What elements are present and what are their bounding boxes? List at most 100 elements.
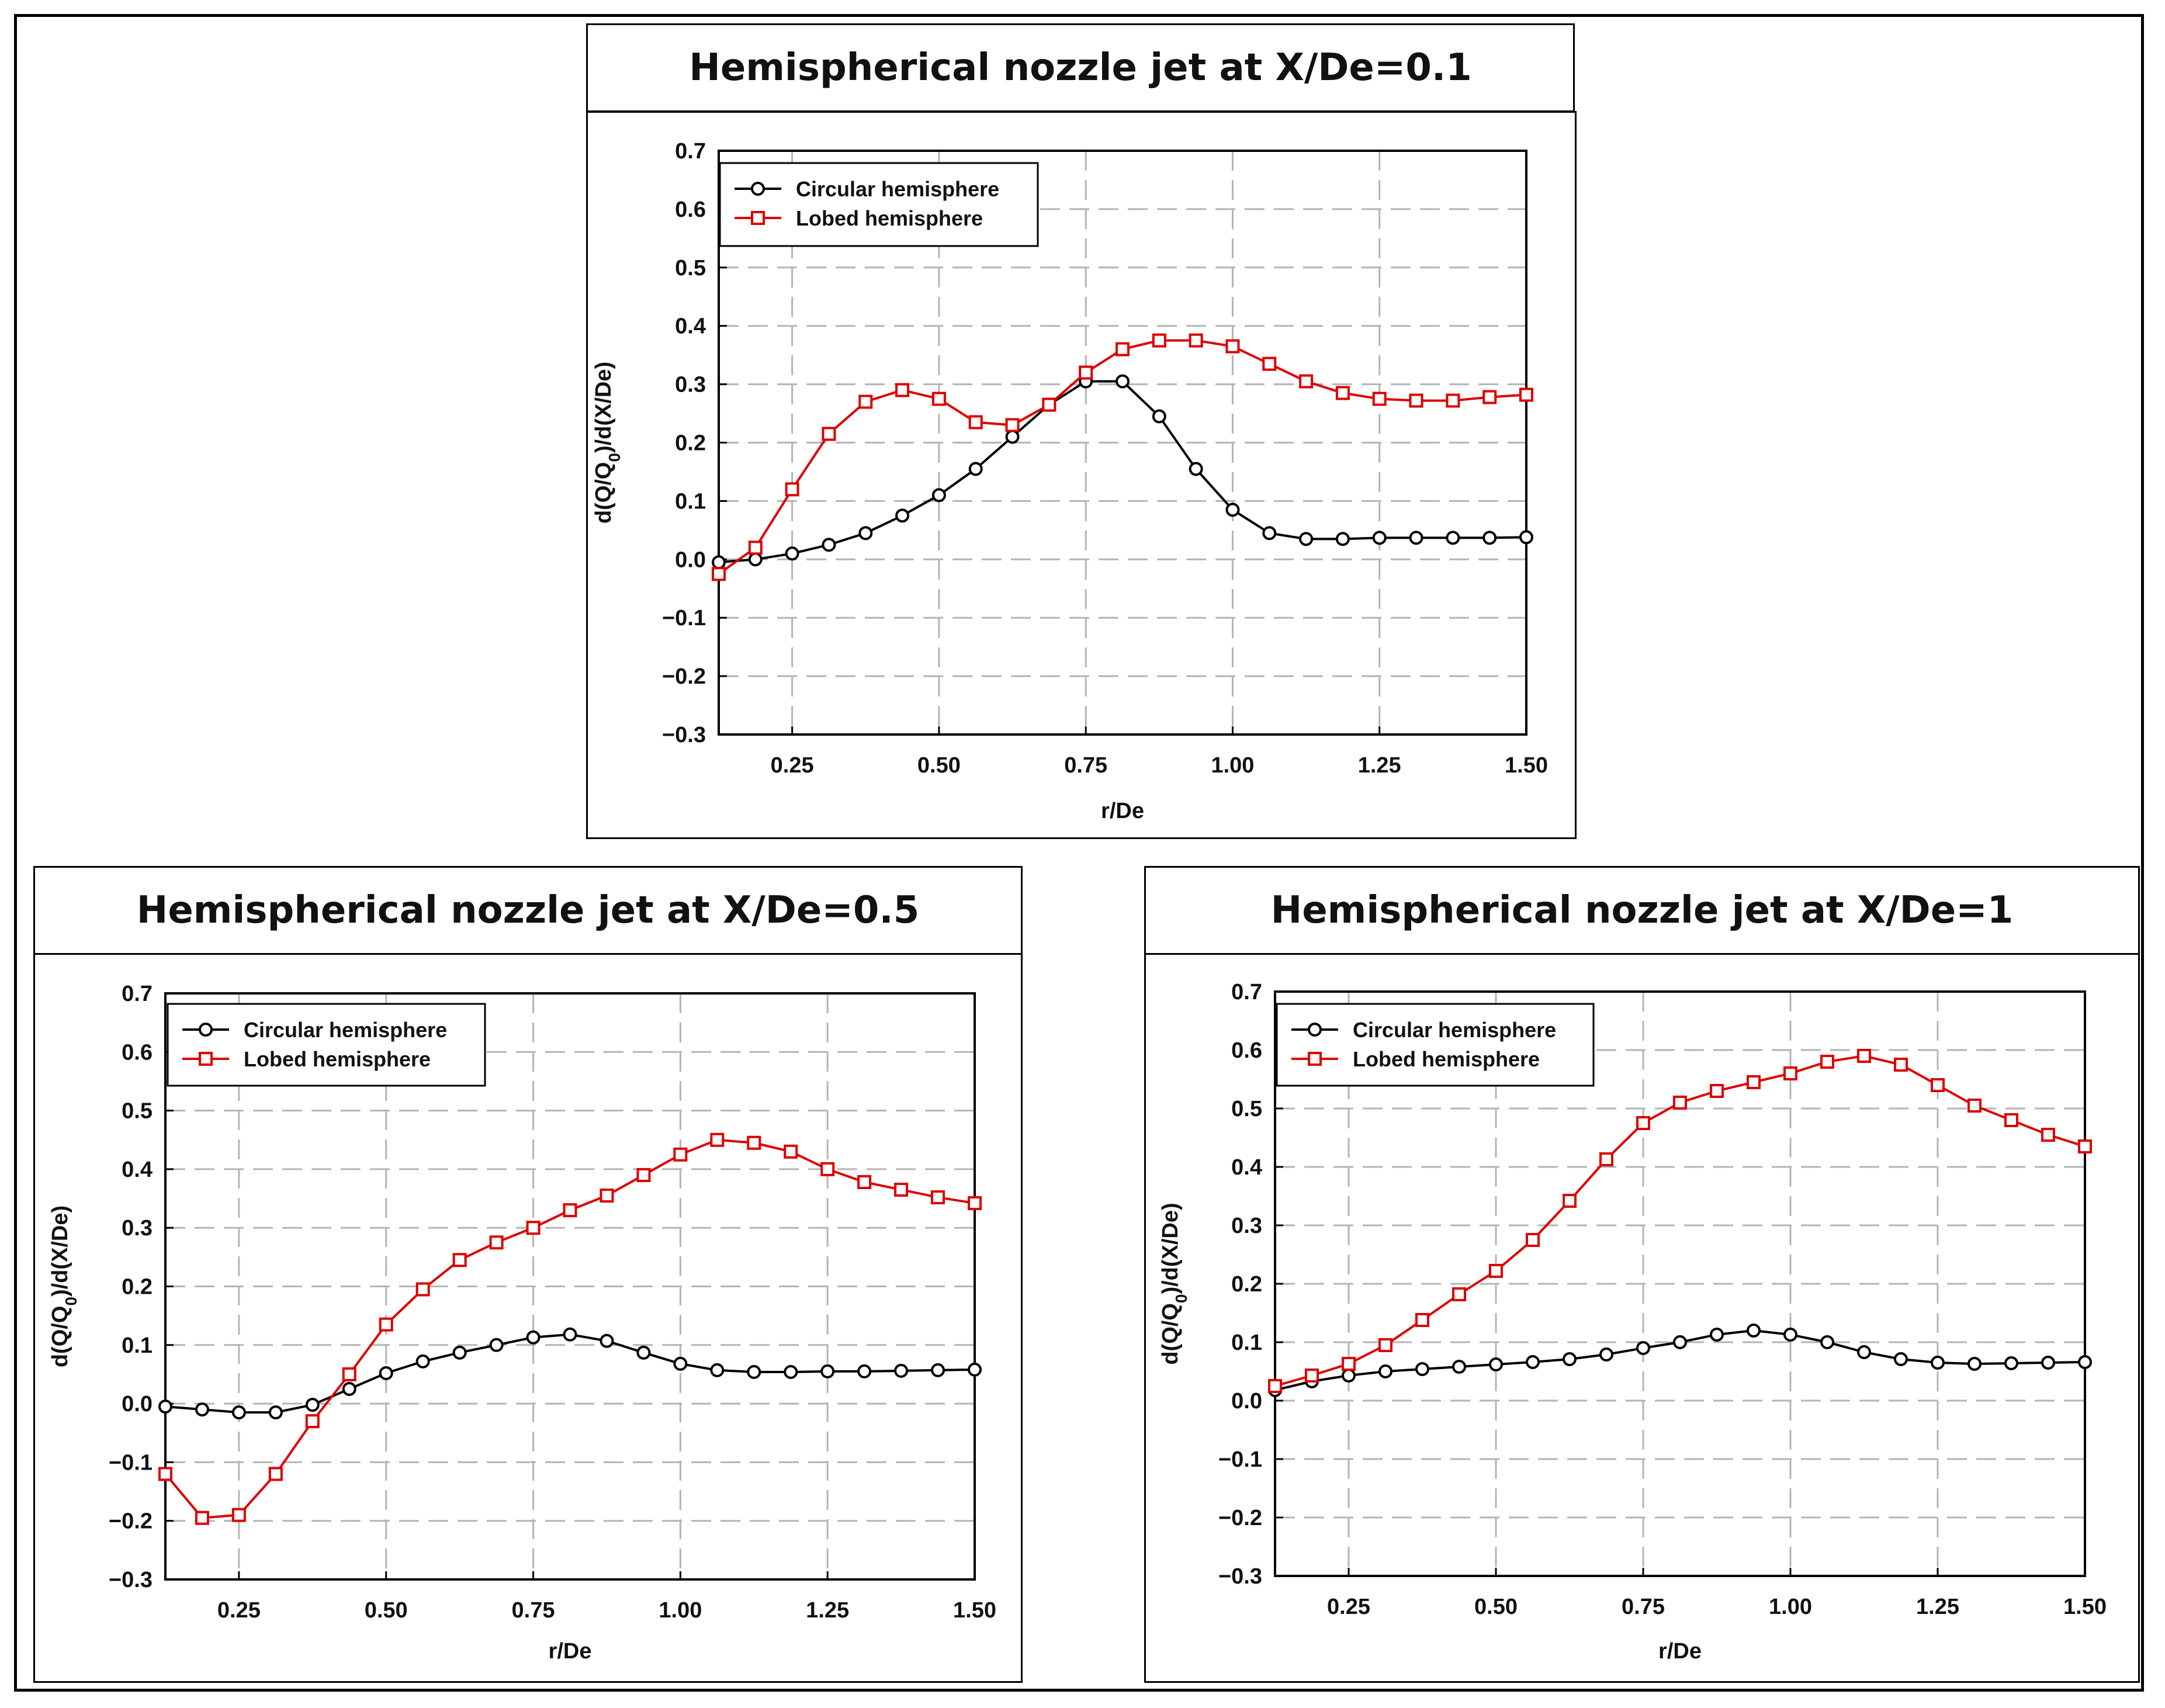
y-tick-label: −0.2 bbox=[1218, 1506, 1262, 1530]
x-axis-label: r/De bbox=[1101, 799, 1144, 823]
data-point-lobed bbox=[894, 1183, 909, 1197]
data-point-lobed bbox=[526, 1221, 541, 1235]
data-point-lobed bbox=[1820, 1055, 1834, 1069]
data-point-lobed bbox=[822, 427, 836, 441]
data-point-lobed bbox=[1636, 1116, 1650, 1130]
data-point-lobed bbox=[1378, 1338, 1392, 1352]
data-point-lobed bbox=[268, 1467, 283, 1481]
data-point-lobed bbox=[1894, 1058, 1908, 1072]
data-point-lobed bbox=[158, 1467, 172, 1481]
x-tick-label: 0.25 bbox=[217, 1598, 261, 1623]
data-point-lobed bbox=[895, 383, 910, 397]
data-point-circular bbox=[1116, 374, 1130, 389]
data-point-circular bbox=[1489, 1357, 1503, 1371]
data-point-circular bbox=[1262, 526, 1277, 541]
data-point-circular bbox=[1710, 1328, 1724, 1342]
data-point-lobed bbox=[712, 567, 726, 581]
data-point-circular bbox=[1372, 531, 1387, 545]
data-point-lobed bbox=[1409, 393, 1423, 408]
data-point-circular bbox=[747, 1364, 761, 1379]
data-point-circular bbox=[1415, 1362, 1429, 1376]
y-tick-label: −0.1 bbox=[662, 606, 706, 630]
y-tick-label: 0.1 bbox=[122, 1333, 153, 1358]
legend-marker bbox=[199, 1023, 213, 1037]
data-point-circular bbox=[1189, 462, 1203, 476]
data-point-lobed bbox=[563, 1203, 577, 1218]
data-point-circular bbox=[1482, 531, 1497, 545]
y-tick-label: 0.4 bbox=[675, 314, 706, 339]
data-point-lobed bbox=[342, 1367, 356, 1381]
y-tick-label: −0.3 bbox=[109, 1568, 153, 1592]
data-point-circular bbox=[895, 508, 910, 523]
data-point-circular bbox=[1409, 531, 1423, 545]
legend-marker bbox=[1308, 1023, 1322, 1037]
y-tick-label: 0.6 bbox=[675, 198, 706, 222]
data-point-lobed bbox=[1710, 1084, 1724, 1098]
data-point-lobed bbox=[1482, 390, 1497, 404]
data-point-circular bbox=[563, 1327, 577, 1342]
data-point-circular bbox=[820, 1364, 835, 1378]
data-point-circular bbox=[636, 1345, 651, 1360]
legend-box bbox=[167, 1003, 486, 1087]
figure-frame bbox=[14, 14, 2144, 1692]
x-axis-label: r/De bbox=[549, 1639, 592, 1664]
data-point-lobed bbox=[1783, 1066, 1797, 1080]
data-point-lobed bbox=[968, 415, 983, 429]
x-tick-label: 0.75 bbox=[512, 1598, 555, 1623]
data-point-lobed bbox=[747, 1135, 761, 1150]
y-axis-label: d(Q/Q0)/d(X/De) bbox=[48, 1205, 80, 1367]
data-point-lobed bbox=[1152, 333, 1166, 348]
data-point-lobed bbox=[1189, 333, 1203, 348]
x-tick-label: 0.25 bbox=[1327, 1595, 1370, 1619]
data-point-lobed bbox=[2078, 1139, 2092, 1153]
data-point-lobed bbox=[1372, 392, 1387, 406]
y-tick-label: 0.7 bbox=[675, 139, 706, 164]
data-point-circular bbox=[1152, 409, 1166, 424]
data-point-lobed bbox=[1931, 1078, 1945, 1092]
y-tick-label: 0.1 bbox=[1231, 1331, 1262, 1355]
x-tick-label: 0.75 bbox=[1064, 753, 1107, 778]
data-point-lobed bbox=[785, 482, 799, 497]
data-point-lobed bbox=[1225, 339, 1240, 354]
data-point-lobed bbox=[1563, 1194, 1577, 1208]
data-point-lobed bbox=[1489, 1264, 1503, 1278]
y-tick-label: 0.2 bbox=[1231, 1272, 1262, 1297]
x-tick-label: 1.50 bbox=[2063, 1595, 2107, 1619]
data-point-circular bbox=[1446, 531, 1460, 545]
data-point-circular bbox=[1342, 1369, 1356, 1383]
x-tick-label: 1.00 bbox=[659, 1598, 702, 1623]
data-point-circular bbox=[1519, 530, 1533, 545]
data-point-lobed bbox=[636, 1167, 651, 1182]
x-axis-label: r/De bbox=[1658, 1639, 1702, 1664]
data-point-circular bbox=[931, 488, 946, 503]
data-point-lobed bbox=[931, 392, 946, 406]
data-point-circular bbox=[1783, 1328, 1797, 1342]
y-tick-label: 0.1 bbox=[675, 489, 706, 514]
y-tick-label: 0.2 bbox=[122, 1275, 153, 1300]
data-point-circular bbox=[822, 538, 836, 552]
x-tick-label: 0.25 bbox=[771, 753, 814, 778]
y-tick-label: −0.1 bbox=[1218, 1447, 1262, 1472]
y-tick-label: 0.0 bbox=[1231, 1389, 1262, 1413]
y-tick-label: −0.2 bbox=[662, 664, 706, 689]
data-point-lobed bbox=[1967, 1099, 1982, 1113]
data-point-lobed bbox=[1526, 1233, 1540, 1247]
data-point-circular bbox=[489, 1338, 504, 1352]
legend-box bbox=[1276, 1003, 1595, 1087]
data-point-lobed bbox=[452, 1253, 467, 1267]
data-point-circular bbox=[1857, 1345, 1871, 1359]
data-point-circular bbox=[600, 1333, 614, 1348]
data-point-lobed bbox=[748, 541, 763, 555]
data-point-circular bbox=[857, 1364, 872, 1378]
data-point-lobed bbox=[1005, 418, 1020, 432]
y-tick-label: 0.5 bbox=[1231, 1097, 1262, 1121]
data-point-circular bbox=[2004, 1356, 2018, 1370]
data-point-circular bbox=[1452, 1360, 1466, 1374]
data-point-lobed bbox=[858, 394, 873, 409]
y-tick-label: 0.0 bbox=[122, 1392, 153, 1416]
y-tick-label: 0.6 bbox=[1231, 1038, 1262, 1063]
data-point-circular bbox=[2078, 1355, 2092, 1369]
data-point-circular bbox=[1225, 503, 1240, 517]
data-point-lobed bbox=[1079, 365, 1093, 380]
data-point-circular bbox=[858, 526, 873, 541]
